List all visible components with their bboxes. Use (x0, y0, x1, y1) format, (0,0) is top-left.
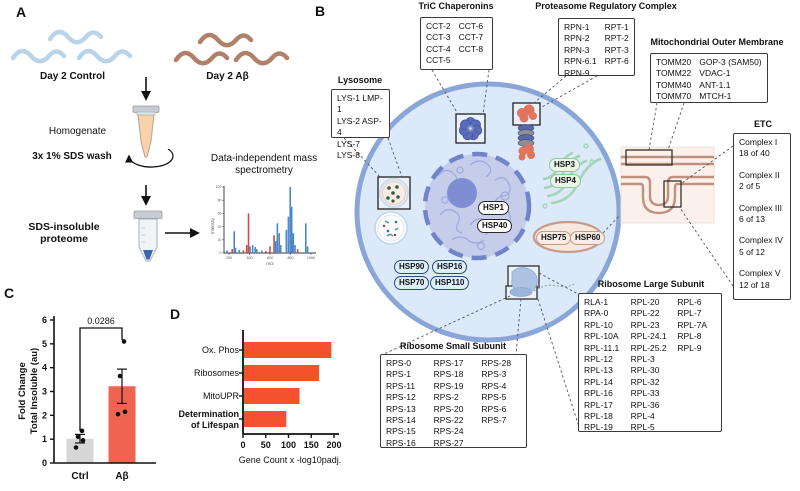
autophagosome-icon (374, 211, 408, 245)
tric-box-title: TriC Chaperonins (418, 1, 494, 11)
rpl-box: RLA-1 RPA-0 RPL-10 RPL-10A RPL-11.1 RPL-12 RPL… (578, 293, 722, 432)
hsp3-pill: HSP3 (549, 158, 580, 172)
svg-text:5: 5 (42, 339, 47, 349)
svg-text:Ox. Phos: Ox. Phos (202, 345, 240, 355)
svg-text:400: 400 (247, 256, 253, 260)
svg-text:800: 800 (287, 256, 293, 260)
sds-wash-label: 3x 1% SDS wash (32, 151, 112, 162)
lysosome-box-title: Lysosome (337, 75, 383, 85)
control-worms-icon (10, 29, 133, 64)
svg-text:6: 6 (42, 315, 47, 325)
hsp75-pill: HSP75 (536, 231, 572, 245)
etc-box-title: ETC (754, 119, 772, 129)
proteasome-icon (512, 102, 541, 161)
svg-text:2: 2 (42, 410, 47, 420)
insoluble-proteome-label: SDS-insoluble proteome (28, 221, 100, 245)
svg-text:40: 40 (218, 225, 222, 229)
svg-text:200: 200 (226, 256, 232, 260)
mass-spec-label: Data-independent mass spectrometry (210, 153, 318, 176)
panel-c-label: C (4, 285, 15, 301)
proteasome-box-title: Proteasome Regulatory Complex (535, 1, 677, 11)
panel-d-label: D (170, 306, 181, 322)
lysosome-box: LYS-1 LMP-1 LYS-2 ASP-4 LYS-7 LYS-8 (331, 89, 390, 160)
insoluble-tube-icon (133, 210, 200, 262)
ribosome-icon (505, 265, 575, 300)
svg-text:50: 50 (261, 440, 271, 450)
svg-text:80: 80 (218, 198, 222, 202)
nucleolus (447, 178, 477, 208)
svg-text:150: 150 (304, 440, 319, 450)
proteasome-box: RPN-1 RPN-2 RPN-3 RPN-6.1 RPN-9 RPT-1 RPT-2 RPT… (558, 18, 635, 78)
svg-text:Gene Count x -log10padj.: Gene Count x -log10padj. (239, 455, 342, 465)
svg-text:of Lifespan: of Lifespan (191, 420, 239, 430)
etc-box: Complex I 18 of 40 Complex II 2 of 5 Complex… (733, 133, 791, 300)
svg-text:Determination: Determination (178, 409, 239, 419)
svg-text:1000: 1000 (307, 256, 315, 260)
lysosome-icon (377, 176, 411, 210)
svg-text:600: 600 (267, 256, 273, 260)
svg-text:200: 200 (326, 440, 341, 450)
homogenate-tube-icon (125, 105, 174, 168)
svg-text:0: 0 (240, 440, 245, 450)
panel-b-label: B (315, 3, 326, 19)
rps-box: RPS-0 RPS-1 RPS-11 RPS-12 RPS-13 RPS-14 RPS-15… (380, 354, 527, 448)
svg-text:Fold Change: Fold Change (17, 362, 28, 420)
chaperonin-icon (455, 113, 486, 144)
mitochondrial-membrane-inset (620, 146, 715, 224)
hsp60-pill: HSP60 (570, 231, 606, 245)
svg-text:20: 20 (218, 238, 222, 242)
svg-text:100: 100 (281, 440, 296, 450)
svg-text:Ctrl: Ctrl (71, 471, 88, 482)
abeta-worms-icon (173, 32, 290, 66)
enrichment-bar-chart: Ox. Phos Ribosomes MitoUPR Determinationof … (178, 330, 342, 465)
hsp4-pill: HSP4 (550, 174, 581, 188)
svg-text:m/z: m/z (266, 261, 274, 266)
insoluble-bar-chart: 0 1 2 3 4 5 6 Ctrl Aβ 0.0286 Fold Change Total Inso… (17, 315, 156, 482)
panel-a-label: A (16, 4, 27, 20)
hsp1-pill: HSP1 (478, 201, 509, 215)
nucleus (422, 151, 532, 261)
mass-spectrum-chart: 0 20 40 60 80 100 200 400 600 800 1000 Intensity m/z (210, 185, 316, 266)
svg-text:3: 3 (42, 387, 47, 397)
svg-text:4: 4 (42, 363, 47, 373)
abeta-group-label: Day 2 Aβ (206, 71, 249, 82)
mom-box-title: Mitochondrial Outer Membrane (650, 37, 784, 47)
homogenate-label: Homogenate (48, 126, 107, 137)
svg-text:0: 0 (42, 458, 47, 468)
svg-text:MitoUPR: MitoUPR (203, 391, 240, 401)
svg-text:1: 1 (42, 434, 47, 444)
hsp16-pill: HSP16 (432, 260, 468, 274)
crista-callout-box (663, 180, 682, 208)
callout-lines (343, 69, 734, 428)
svg-text:60: 60 (218, 212, 222, 216)
hsp110-pill: HSP110 (430, 276, 470, 290)
svg-text:Total Insoluble (au): Total Insoluble (au) (29, 348, 40, 434)
svg-text:100: 100 (216, 185, 222, 189)
outer-membrane-callout-box (625, 149, 673, 166)
svg-text:Intensity: Intensity (210, 217, 215, 234)
rpl-box-title: Ribosome Large Subunit (597, 279, 705, 289)
hsp70-pill: HSP70 (394, 276, 430, 290)
svg-text:Ribosomes: Ribosomes (194, 368, 240, 378)
svg-text:Aβ: Aβ (115, 471, 128, 482)
control-group-label: Day 2 Control (39, 71, 105, 82)
hsp90-pill: HSP90 (394, 260, 430, 274)
rps-box-title: Ribosome Small Subunit (399, 341, 507, 351)
svg-text:0.0286: 0.0286 (87, 316, 115, 326)
tric-box: CCT-2 CCT-3 CCT-4 CCT-5 CCT-6 CCT-7 CCT-8 (420, 17, 493, 70)
mom-box: TOMM20 TOMM22 TOMM40 TOMM70 GOP-3 (SAM50) VDA… (650, 53, 768, 103)
svg-text:0: 0 (220, 251, 222, 255)
hsp40-pill: HSP40 (477, 219, 513, 233)
